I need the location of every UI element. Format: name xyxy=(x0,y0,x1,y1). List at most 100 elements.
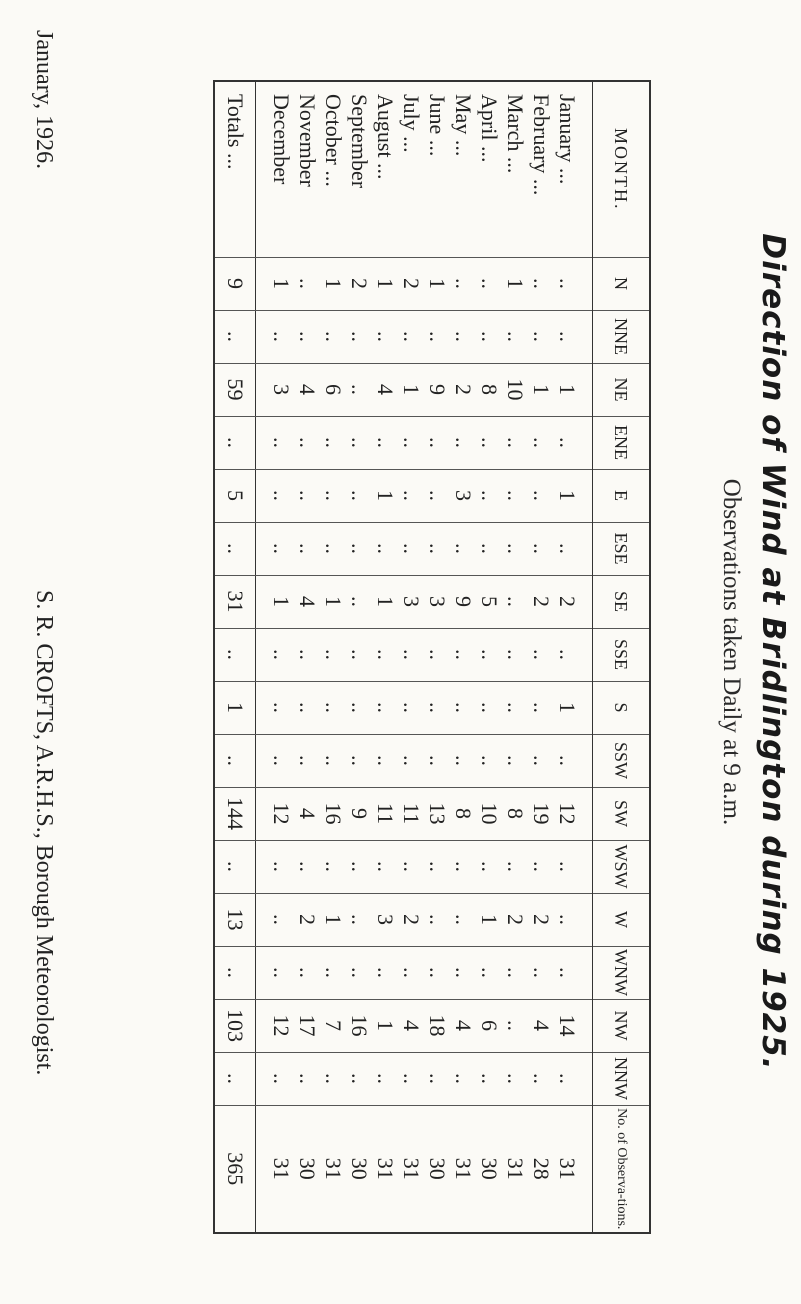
value-cell: .. xyxy=(346,1052,372,1105)
value-cell: .. xyxy=(450,628,476,681)
value-cell: .. xyxy=(502,310,528,363)
value-cell: .. xyxy=(320,522,346,575)
column-header: NE xyxy=(592,363,650,416)
value-cell: 1 xyxy=(320,893,346,946)
wind-direction-table: MONTH. N NNE NE ENE E ESE SE SSE S SSW SW WSW W WNW NW N… xyxy=(213,80,651,1234)
value-cell: .. xyxy=(372,1052,398,1105)
value-cell: .. xyxy=(424,628,450,681)
total-value-cell: 31 xyxy=(214,575,256,628)
value-cell: .. xyxy=(372,946,398,999)
value-cell: 4 xyxy=(294,787,320,840)
value-cell: 7 xyxy=(320,999,346,1052)
value-cell: .. xyxy=(320,840,346,893)
value-cell: .. xyxy=(398,469,424,522)
value-cell: 4 xyxy=(372,363,398,416)
value-cell: .. xyxy=(502,681,528,734)
column-header: ESE xyxy=(592,522,650,575)
value-cell: 16 xyxy=(346,999,372,1052)
value-cell: .. xyxy=(294,469,320,522)
value-cell: .. xyxy=(450,257,476,310)
value-cell: .. xyxy=(294,522,320,575)
value-cell: 5 xyxy=(476,575,502,628)
value-cell: .. xyxy=(424,310,450,363)
value-cell: .. xyxy=(528,310,554,363)
value-cell: 1 xyxy=(255,257,294,310)
value-cell: .. xyxy=(346,522,372,575)
value-cell: .. xyxy=(320,734,346,787)
value-cell: .. xyxy=(502,840,528,893)
value-cell: 3 xyxy=(372,893,398,946)
value-cell: 2 xyxy=(528,575,554,628)
total-value-cell: 59 xyxy=(214,363,256,416)
month-cell: August ... xyxy=(372,81,398,257)
value-cell: .. xyxy=(294,257,320,310)
value-cell: .. xyxy=(320,416,346,469)
value-cell: .. xyxy=(476,416,502,469)
month-cell: February ... xyxy=(528,81,554,257)
month-cell: January ... xyxy=(554,81,593,257)
value-cell: 4 xyxy=(398,999,424,1052)
value-cell: .. xyxy=(372,416,398,469)
value-cell: .. xyxy=(502,575,528,628)
value-cell: .. xyxy=(554,522,593,575)
value-cell: 9 xyxy=(346,787,372,840)
value-cell: .. xyxy=(502,628,528,681)
table-row: November.... 4...... 4...... 4.. 2.. 17.. 30 xyxy=(294,81,320,1233)
value-cell: .. xyxy=(255,893,294,946)
value-cell: .. xyxy=(372,628,398,681)
value-cell: .. xyxy=(450,734,476,787)
value-cell: .. xyxy=(398,946,424,999)
value-cell: 2 xyxy=(346,257,372,310)
value-cell: .. xyxy=(502,946,528,999)
table-body: January ....... 1.. 1.. 2.. 1.. 12...... 14.. 3… xyxy=(214,81,593,1233)
value-cell: 1 xyxy=(502,257,528,310)
column-header: MONTH. xyxy=(592,81,650,257)
value-cell: .. xyxy=(346,628,372,681)
table-row: March ... 1.. 10.............. 8.. 2...... 31 xyxy=(502,81,528,1233)
table-row: September 2.................. 9...... 16.. 3… xyxy=(346,81,372,1233)
total-value-cell: .. xyxy=(214,628,256,681)
value-cell: .. xyxy=(320,469,346,522)
value-cell: 30 xyxy=(424,1105,450,1233)
value-cell: .. xyxy=(528,1052,554,1105)
value-cell: 3 xyxy=(450,469,476,522)
value-cell: .. xyxy=(424,893,450,946)
value-cell: 1 xyxy=(372,257,398,310)
table-row: August ... 1.. 4.. 1.. 1...... 11.. 3.. 1.. 31 xyxy=(372,81,398,1233)
value-cell: 30 xyxy=(346,1105,372,1233)
value-cell: .. xyxy=(398,416,424,469)
value-cell: 1 xyxy=(372,999,398,1052)
value-cell: 8 xyxy=(476,363,502,416)
value-cell: 2 xyxy=(502,893,528,946)
value-cell: .. xyxy=(528,946,554,999)
total-value-cell: .. xyxy=(214,734,256,787)
column-header: NNW xyxy=(592,1052,650,1105)
value-cell: 6 xyxy=(476,999,502,1052)
value-cell: 2 xyxy=(450,363,476,416)
month-cell: March ... xyxy=(502,81,528,257)
value-cell: .. xyxy=(398,628,424,681)
value-cell: 1 xyxy=(528,363,554,416)
month-cell: May ... xyxy=(450,81,476,257)
column-header: WSW xyxy=(592,840,650,893)
value-cell: .. xyxy=(398,1052,424,1105)
total-value-cell: .. xyxy=(214,1052,256,1105)
value-cell: .. xyxy=(476,628,502,681)
value-cell: .. xyxy=(255,1052,294,1105)
month-cell: July ... xyxy=(398,81,424,257)
value-cell: 1 xyxy=(554,681,593,734)
value-cell: 1 xyxy=(372,575,398,628)
value-cell: 4 xyxy=(450,999,476,1052)
total-value-cell: 5 xyxy=(214,469,256,522)
value-cell: .. xyxy=(450,1052,476,1105)
value-cell: .. xyxy=(476,522,502,575)
value-cell: .. xyxy=(424,469,450,522)
month-cell: November xyxy=(294,81,320,257)
value-cell: 28 xyxy=(528,1105,554,1233)
total-value-cell: 103 xyxy=(214,999,256,1052)
table-row: January ....... 1.. 1.. 2.. 1.. 12...... 14.. 3… xyxy=(554,81,593,1233)
value-cell: .. xyxy=(255,469,294,522)
total-value-cell: 144 xyxy=(214,787,256,840)
value-cell: .. xyxy=(294,1052,320,1105)
